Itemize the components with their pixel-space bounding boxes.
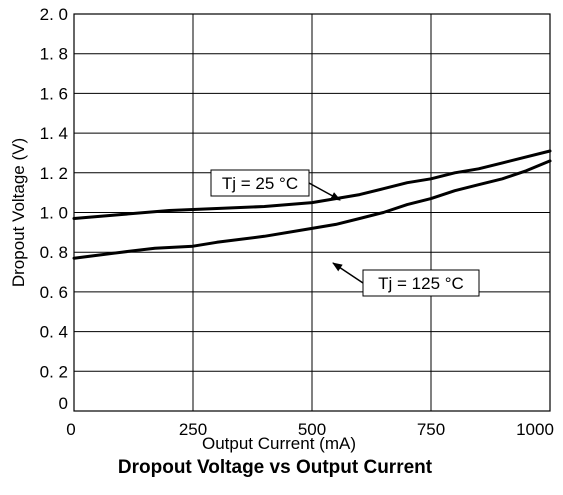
series-line-1 — [72, 149, 552, 220]
annotation-arrow — [308, 182, 341, 201]
x-tick-label: 1000 — [516, 420, 554, 439]
y-tick-label: 2. 0 — [40, 5, 68, 24]
x-tick-label: 500 — [298, 420, 326, 439]
grid-layer — [74, 14, 550, 411]
y-tick-label: 0. 8 — [40, 243, 68, 262]
y-tick-label: 1. 0 — [40, 204, 68, 223]
tick-layer: 0 0. 2 0. 4 0. 6 0. 8 1. 0 1. 2 1. 4 1. 6 1. 8 2. … — [40, 5, 554, 439]
x-tick-label: 750 — [417, 420, 445, 439]
y-tick-label: 1. 8 — [40, 45, 68, 64]
annotation-label: Tj = 125 °C — [378, 274, 464, 293]
x-tick-label: 250 — [179, 420, 207, 439]
x-tick-label: 0 — [66, 420, 75, 439]
y-tick-label: 1. 4 — [40, 124, 68, 143]
y-tick-label: 0. 6 — [40, 283, 68, 302]
y-tick-label: 1. 2 — [40, 164, 68, 183]
chart-title: Dropout Voltage vs Output Current — [118, 457, 433, 478]
annotation-box — [210, 169, 310, 197]
series-line-2 — [72, 159, 552, 260]
annotation-arrow — [332, 262, 364, 284]
y-tick-label: 1. 6 — [40, 84, 68, 103]
series-layer — [72, 149, 552, 260]
annotation-layer: Tj = 25 °C Tj = 125 °C — [210, 169, 480, 297]
y-tick-label: 0 — [59, 394, 68, 413]
y-tick-label: 0. 4 — [40, 323, 68, 342]
x-axis-title: Output Current (mA) — [202, 434, 356, 453]
annotation-label: Tj = 25 °C — [222, 174, 298, 193]
y-tick-label: 0. 2 — [40, 362, 68, 381]
plot-frame — [73, 13, 551, 412]
y-axis-title: Dropout Voltage (V) — [9, 138, 28, 287]
